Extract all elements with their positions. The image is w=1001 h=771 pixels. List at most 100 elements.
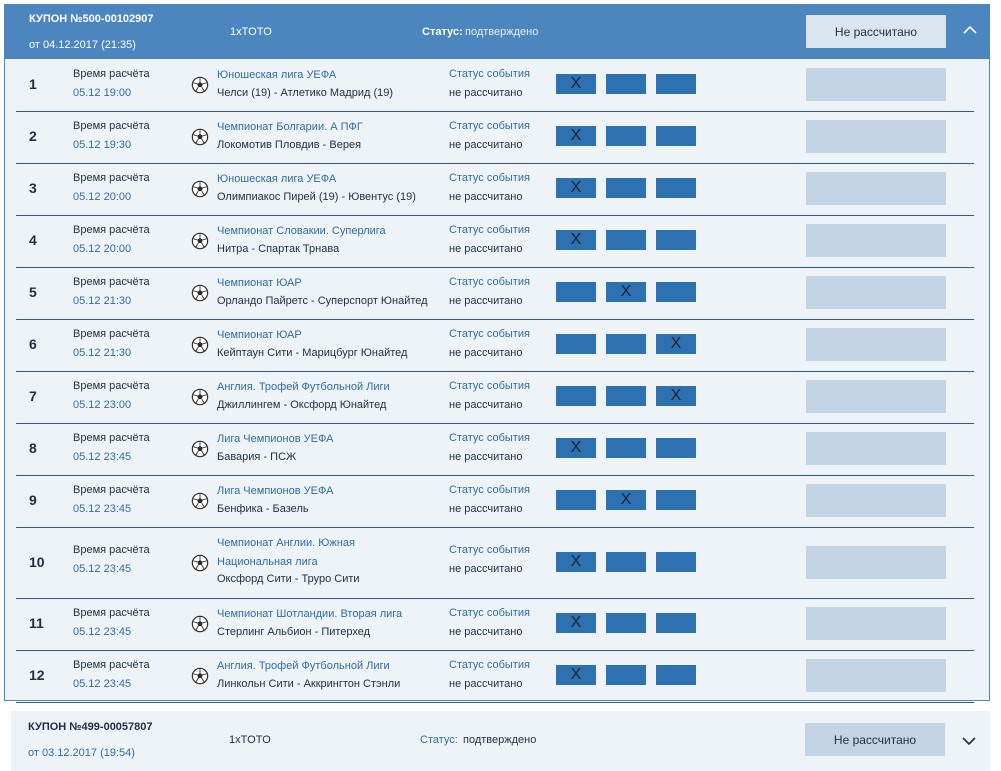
- league-link[interactable]: Юношеская лига УЕФА: [217, 69, 337, 81]
- event-status-label: Статус события: [449, 68, 530, 80]
- result-placeholder: [806, 276, 946, 309]
- event-status-label: Статус события: [449, 607, 530, 619]
- outcome-cell-x: [606, 126, 646, 146]
- league-link[interactable]: Юношеская лига УЕФА: [217, 173, 337, 185]
- event-number: 4: [29, 232, 37, 248]
- event-row: 6 Время расчёта 05.12 21:30 Чемпионат ЮАР Ке…: [16, 319, 974, 372]
- league-link[interactable]: Англия. Трофей Футбольной Лиги: [217, 381, 390, 393]
- settle-time: 05.12 23:45: [73, 451, 132, 463]
- event-row: 11 Время расчёта 05.12 23:45 Чемпионат Шотл…: [16, 598, 974, 651]
- soccer-ball-icon: [191, 180, 209, 198]
- event-row: 1 Время расчёта 05.12 19:00 Юношеская лига …: [16, 59, 974, 112]
- event-row: 7 Время расчёта 05.12 23:00 Англия. Трофей …: [16, 371, 974, 424]
- soccer-ball-icon: [191, 440, 209, 458]
- chevron-down-icon[interactable]: [961, 733, 977, 749]
- outcome-cell-2: [656, 178, 696, 198]
- league-link[interactable]: Чемпионат ЮАР: [217, 329, 302, 341]
- event-teams: Нитра - Спартак Трнава: [217, 243, 340, 255]
- event-row: 10 Время расчёта 05.12 23:45 Чемпионат Англ…: [16, 527, 974, 599]
- outcome-cell-x: [606, 178, 646, 198]
- settle-time-label: Время расчёта: [73, 172, 150, 184]
- event-number: 3: [29, 180, 37, 196]
- event-teams: Кейптаун Сити - Марицбург Юнайтед: [217, 347, 408, 359]
- event-teams: Олимпиакос Пирей (19) - Ювентус (19): [217, 191, 416, 203]
- event-number: 6: [29, 336, 37, 352]
- settle-time: 05.12 23:45: [73, 678, 132, 690]
- event-status-label: Статус события: [449, 484, 530, 496]
- event-number: 2: [29, 128, 37, 144]
- event-status-value: не рассчитано: [449, 347, 523, 359]
- event-status-label: Статус события: [449, 432, 530, 444]
- result-placeholder: [806, 380, 946, 413]
- event-status-value: не рассчитано: [449, 563, 523, 575]
- event-status-label: Статус события: [449, 328, 530, 340]
- outcome-cell-x: [606, 552, 646, 572]
- soccer-ball-icon: [191, 232, 209, 250]
- event-status-value: не рассчитано: [449, 243, 523, 255]
- settle-time: 05.12 23:00: [73, 399, 132, 411]
- event-row: 2 Время расчёта 05.12 19:30 Чемпионат Болга…: [16, 111, 974, 164]
- settle-time-label: Время расчёта: [73, 328, 150, 340]
- league-link[interactable]: Лига Чемпионов УЕФА: [217, 485, 334, 497]
- event-teams: Стерлинг Альбион - Питерхед: [217, 626, 371, 638]
- soccer-ball-icon: [191, 554, 209, 572]
- event-status-value: не рассчитано: [449, 626, 523, 638]
- settle-time-label: Время расчёта: [73, 224, 150, 236]
- chevron-up-icon[interactable]: [962, 22, 978, 38]
- coupon-date: от 04.12.2017 (21:35): [29, 39, 136, 51]
- league-link[interactable]: Англия. Трофей Футбольной Лиги: [217, 660, 390, 672]
- outcome-cell-2: [656, 438, 696, 458]
- coupon-status-value: подтверждено: [463, 734, 537, 746]
- coupon-title: КУПОН №500-00102907: [29, 13, 154, 25]
- outcome-cell-1: X: [556, 438, 596, 458]
- result-placeholder: [806, 120, 946, 153]
- settle-time: 05.12 19:30: [73, 139, 132, 151]
- league-link[interactable]: Чемпионат Англии. Южная Национальная лиг…: [217, 537, 355, 568]
- soccer-ball-icon: [191, 388, 209, 406]
- coupon-card-collapsed[interactable]: КУПОН №499-00057807 от 03.12.2017 (19:54…: [11, 711, 990, 771]
- result-button[interactable]: Не рассчитано: [806, 15, 946, 48]
- event-status-value: не рассчитано: [449, 139, 523, 151]
- result-placeholder: [806, 224, 946, 257]
- result-placeholder: [806, 68, 946, 101]
- event-number: 8: [29, 440, 37, 456]
- settle-time-label: Время расчёта: [73, 380, 150, 392]
- event-teams: Джиллингем - Оксфорд Юнайтед: [217, 399, 387, 411]
- event-status-label: Статус события: [449, 120, 530, 132]
- league-link[interactable]: Чемпионат ЮАР: [217, 277, 302, 289]
- event-number: 1: [29, 76, 37, 92]
- event-teams: Локомотив Пловдив - Верея: [217, 139, 362, 151]
- outcome-cell-x: [606, 438, 646, 458]
- settle-time: 05.12 19:00: [73, 87, 132, 99]
- settle-time-label: Время расчёта: [73, 276, 150, 288]
- outcome-cell-1: [556, 386, 596, 406]
- coupon-type: 1xTOTO: [229, 734, 271, 746]
- result-button[interactable]: Не рассчитано: [805, 723, 945, 756]
- event-status-value: не рассчитано: [449, 87, 523, 99]
- outcome-cell-1: [556, 490, 596, 510]
- event-teams: Челси (19) - Атлетико Мадрид (19): [217, 87, 394, 99]
- settle-time: 05.12 23:45: [73, 503, 132, 515]
- soccer-ball-icon: [191, 76, 209, 94]
- league-link[interactable]: Чемпионат Болгарии. А ПФГ: [217, 121, 363, 133]
- soccer-ball-icon: [191, 128, 209, 146]
- league-link[interactable]: Лига Чемпионов УЕФА: [217, 433, 334, 445]
- settle-time: 05.12 20:00: [73, 243, 132, 255]
- coupon-header[interactable]: КУПОН №500-00102907 от 04.12.2017 (21:35…: [5, 5, 989, 59]
- outcome-cell-2: [656, 613, 696, 633]
- event-status-value: не рассчитано: [449, 399, 523, 411]
- coupon-date: от 03.12.2017 (19:54): [28, 747, 135, 759]
- event-teams: Линкольн Сити - Аккрингтон Стэнли: [217, 678, 401, 690]
- event-number: 11: [29, 615, 44, 631]
- league-link[interactable]: Чемпионат Словакии. Суперлига: [217, 225, 386, 237]
- event-status-label: Статус события: [449, 659, 530, 671]
- result-placeholder: [806, 328, 946, 361]
- league-link[interactable]: Чемпионат Шотландии. Вторая лига: [217, 608, 403, 620]
- outcome-cell-x: [606, 613, 646, 633]
- event-row: 5 Время расчёта 05.12 21:30 Чемпионат ЮАР Ор…: [16, 267, 974, 320]
- event-status-value: не рассчитано: [449, 503, 523, 515]
- soccer-ball-icon: [191, 667, 209, 685]
- settle-time-label: Время расчёта: [73, 607, 150, 619]
- outcome-cell-x: [606, 386, 646, 406]
- soccer-ball-icon: [191, 615, 209, 633]
